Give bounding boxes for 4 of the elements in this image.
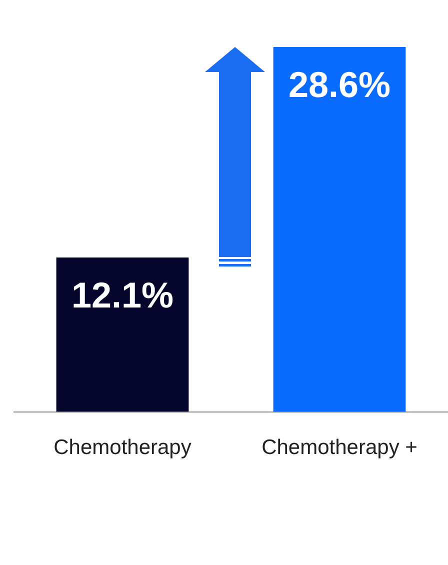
data-label: 28.6% — [288, 64, 391, 105]
x-tick-label: Chemotherapy + — [262, 436, 418, 460]
x-tick-label: Chemotherapy — [54, 436, 192, 460]
data-label: 12.1% — [71, 274, 174, 316]
